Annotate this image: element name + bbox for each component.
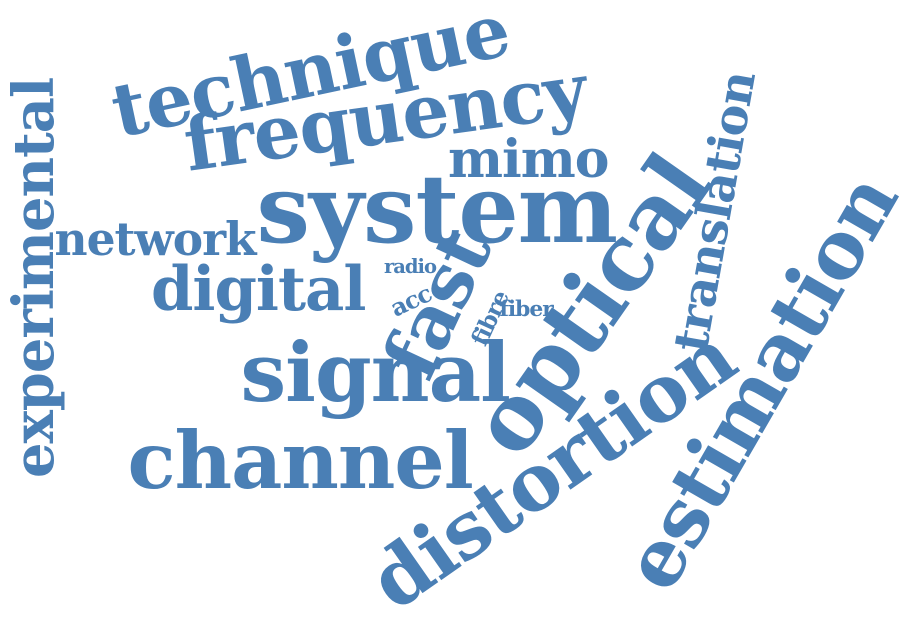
word-mimo: mimo xyxy=(448,129,609,190)
word-signal: signal xyxy=(240,325,511,421)
word-radio: radio xyxy=(384,255,437,278)
word-digital: digital xyxy=(151,253,366,325)
word-fiber: fiber xyxy=(499,297,554,322)
word-system: system xyxy=(256,153,619,265)
word-channel: channel xyxy=(127,413,474,507)
word-network: network xyxy=(54,212,257,266)
word-experimental: experimental xyxy=(2,77,68,478)
